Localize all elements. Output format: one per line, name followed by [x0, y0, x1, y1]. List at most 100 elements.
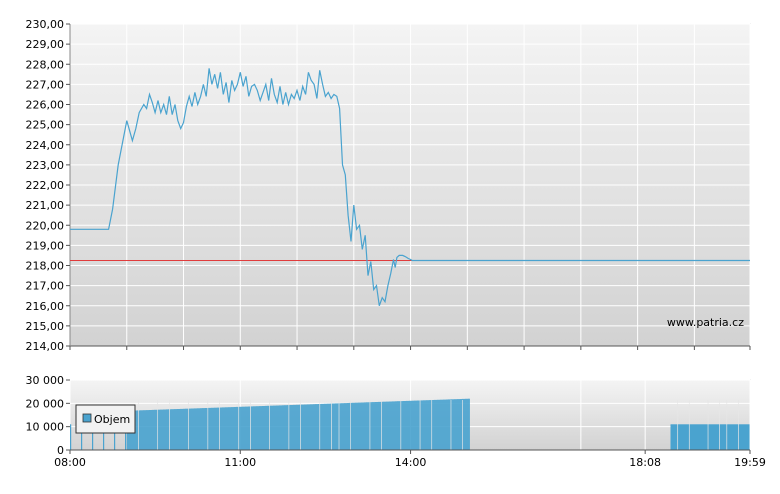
volume-bar: [344, 403, 346, 450]
volume-bar: [225, 407, 227, 450]
price-y-tick-label: 220,00: [26, 219, 65, 232]
volume-bar: [424, 400, 426, 450]
volume-bar: [216, 407, 218, 450]
volume-bar: [227, 407, 229, 450]
volume-bar: [684, 424, 686, 450]
volume-x-axis: 08:00 11:00 14:00 18:08 19:59: [54, 450, 766, 469]
volume-bar: [215, 407, 217, 450]
volume-bar: [441, 399, 443, 450]
volume-bar: [725, 424, 727, 450]
volume-bar: [150, 410, 152, 450]
volume-bar: [235, 406, 237, 450]
volume-bar: [229, 407, 231, 450]
price-y-tick-label: 222,00: [26, 179, 65, 192]
volume-bar: [313, 404, 315, 450]
volume-bar: [681, 424, 683, 450]
volume-bar: [213, 407, 215, 450]
volume-bar: [272, 405, 274, 450]
volume-bar: [323, 403, 325, 450]
volume-bar: [169, 409, 171, 450]
volume-bar: [382, 401, 384, 450]
volume-bar: [174, 409, 176, 450]
volume-bar-gaps: [138, 400, 739, 450]
volume-bar: [199, 408, 201, 450]
volume-bar: [173, 409, 175, 450]
volume-bar: [217, 407, 219, 450]
volume-bar: [192, 408, 194, 450]
volume-bar: [179, 408, 181, 450]
volume-bar: [357, 402, 359, 450]
volume-bar: [693, 424, 695, 450]
volume-y-tick-label: 30 000: [26, 374, 65, 387]
volume-y-axis: 0 10 000 20 000 30 000: [26, 374, 70, 457]
volume-bar: [701, 424, 703, 450]
volume-bar: [317, 404, 319, 450]
volume-bar: [427, 400, 429, 450]
volume-bar: [298, 404, 300, 450]
volume-bar: [264, 405, 266, 450]
volume-bar: [700, 424, 702, 450]
volume-bar: [741, 424, 743, 450]
legend: Objem: [75, 404, 136, 434]
volume-bar: [381, 401, 383, 450]
volume-bar: [366, 402, 368, 450]
volume-bar: [163, 409, 165, 450]
volume-bar: [443, 399, 445, 450]
volume-bar: [181, 408, 183, 450]
volume-bar: [334, 403, 336, 450]
volume-bar: [190, 408, 192, 450]
volume-bar: [176, 409, 178, 450]
volume-bar: [420, 400, 422, 450]
volume-bar: [157, 409, 159, 450]
volume-bar: [451, 399, 453, 450]
volume-bar: [449, 399, 451, 450]
volume-bar: [678, 424, 680, 450]
volume-x-tick-label: 14:00: [395, 456, 427, 469]
volume-bar: [142, 410, 144, 450]
volume-bar: [389, 401, 391, 450]
volume-bar: [180, 408, 182, 450]
volume-bar: [462, 398, 464, 450]
volume-bar: [387, 401, 389, 450]
volume-bar: [167, 409, 169, 450]
volume-bar: [423, 400, 425, 450]
volume-bar: [292, 404, 294, 450]
volume-bar: [224, 407, 226, 450]
volume-bar: [342, 403, 344, 450]
volume-bar: [238, 406, 240, 450]
volume-bar: [687, 424, 689, 450]
volume-bar: [205, 408, 207, 450]
volume-bar: [244, 406, 246, 450]
volume-bar: [748, 424, 750, 450]
volume-bar: [322, 403, 324, 450]
volume-bar: [155, 409, 157, 450]
volume-bar: [724, 424, 726, 450]
price-series-line: [70, 68, 750, 307]
volume-bar: [343, 403, 345, 450]
volume-bar: [359, 402, 361, 450]
volume-bar: [395, 401, 397, 450]
volume-bar: [345, 403, 347, 450]
volume-bar: [279, 405, 281, 450]
volume-bar: [240, 406, 242, 450]
volume-bar: [453, 399, 455, 450]
volume-bar: [219, 407, 221, 450]
volume-bar: [406, 400, 408, 450]
volume-bar: [288, 405, 290, 450]
volume-bar: [353, 402, 355, 450]
volume-bar: [457, 399, 459, 450]
volume-bar: [141, 410, 143, 450]
volume-bar: [149, 410, 151, 450]
volume-bar: [464, 398, 466, 450]
volume-bar: [178, 409, 180, 450]
volume-bar: [321, 403, 323, 450]
volume-bar: [410, 400, 412, 450]
volume-bar: [196, 408, 198, 450]
volume-bar: [440, 399, 442, 450]
volume-bar: [283, 405, 285, 450]
volume-bars: [70, 398, 750, 451]
volume-bar: [407, 400, 409, 450]
volume-bar: [704, 424, 706, 450]
volume-bar: [267, 405, 269, 450]
